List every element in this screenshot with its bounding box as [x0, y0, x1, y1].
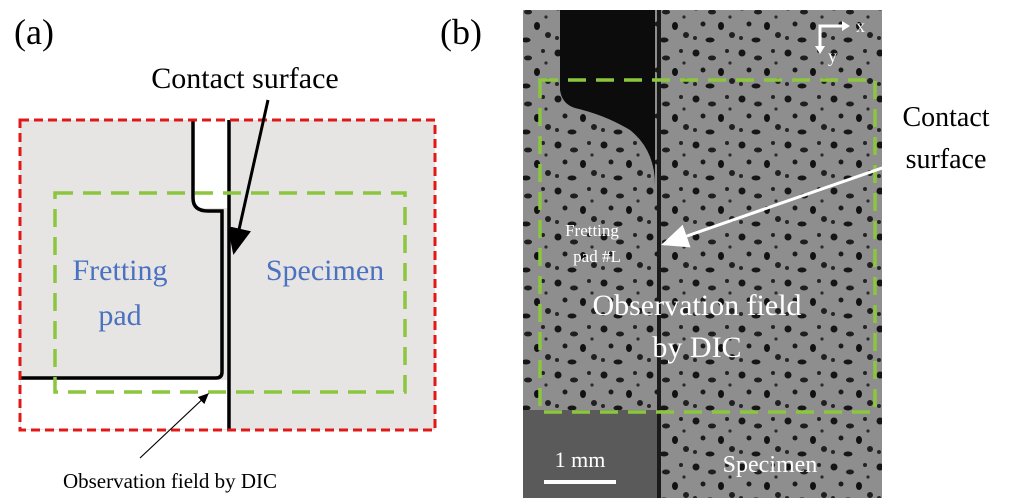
pad-label: Fretting [73, 254, 168, 287]
contact-label: Contact surface [151, 62, 338, 95]
contact-label: Contact [902, 102, 989, 133]
contact-label: surface [906, 144, 987, 175]
slot [194, 120, 228, 208]
scale-label: 1 mm [555, 447, 606, 472]
panel-label: (a) [14, 12, 54, 52]
specimen-label: Specimen [723, 452, 818, 478]
pad-label: Fretting [565, 221, 619, 240]
axis-x: x [856, 16, 865, 36]
pad-label: pad #L [573, 247, 621, 266]
pad-label: pad [98, 299, 141, 332]
specimen-label: Specimen [266, 254, 384, 287]
panel-b: (b) x y Contact surface Fretting pad #L … [440, 10, 990, 498]
observation-label: by DIC [652, 331, 741, 364]
panel-a: (a) Fretting pad Specimen Contact surfac… [14, 12, 435, 493]
axis-y: y [828, 46, 837, 66]
observation-label: Observation field [592, 289, 801, 322]
figure: (a) Fretting pad Specimen Contact surfac… [0, 0, 1021, 498]
panel-label: (b) [440, 12, 482, 52]
observation-label: Observation field by DIC [63, 469, 277, 493]
